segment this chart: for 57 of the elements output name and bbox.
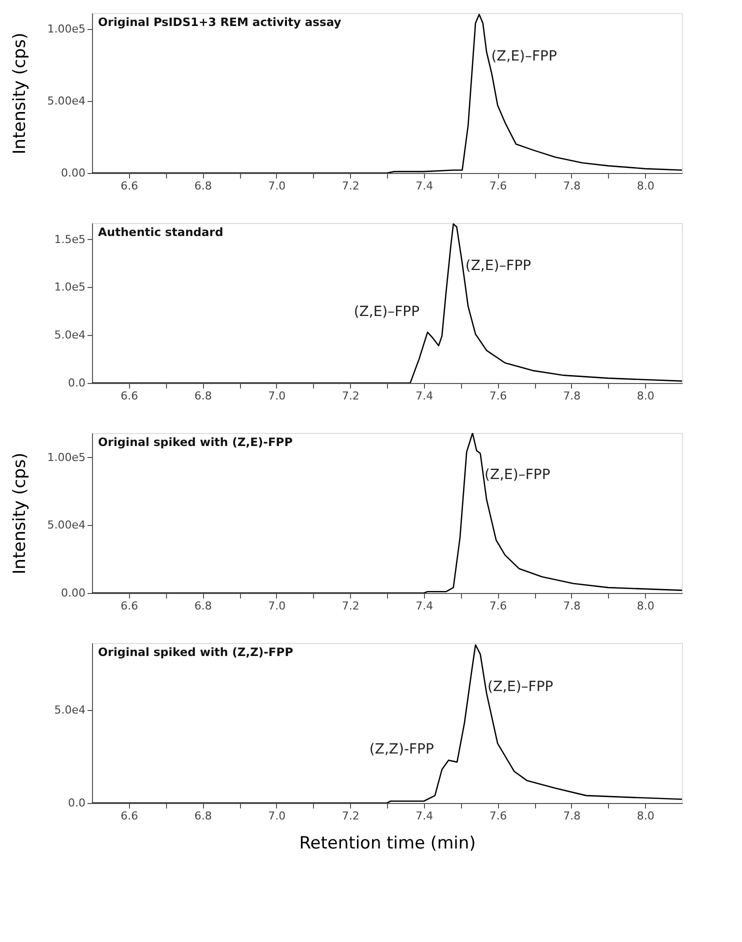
x-tick-label: 7.4: [416, 390, 434, 402]
x-tick-label: 6.8: [194, 390, 212, 402]
x-tick-label: 6.6: [120, 810, 138, 822]
y-tick-label: 1.00e5: [47, 22, 86, 36]
x-tick-label: 7.2: [342, 600, 360, 612]
x-tick-label: 6.8: [194, 600, 212, 612]
x-tick-label: 7.8: [563, 180, 581, 192]
x-tick-label: 8.0: [636, 810, 654, 822]
annotation: (Z,E)–FPP: [484, 467, 550, 483]
x-tick-label: 7.0: [268, 390, 286, 402]
chart-title: Original spiked with (Z,Z)-FPP: [98, 645, 294, 659]
y-tick-label: 0.00: [61, 586, 86, 600]
x-tick-label: 6.6: [120, 390, 138, 402]
y-tick-label: 1.5e5: [54, 232, 86, 246]
x-tick-label: 7.8: [563, 600, 581, 612]
y-tick-label: 0.00: [61, 166, 86, 180]
y-axis-title: Intensity (cps): [10, 32, 30, 154]
x-tick-label: 7.2: [342, 180, 360, 192]
y-tick-label: 1.0e5: [54, 280, 86, 294]
x-tick-label: 8.0: [636, 180, 654, 192]
x-tick-label: 6.8: [194, 810, 212, 822]
x-tick-label: 7.4: [416, 810, 434, 822]
x-tick-label: 7.8: [563, 390, 581, 402]
x-tick-label: 7.4: [416, 600, 434, 612]
y-axis-title: Intensity (cps): [10, 452, 30, 574]
annotation: (Z,E)–FPP: [354, 304, 420, 320]
x-tick-label: 7.6: [489, 600, 507, 612]
annotation: (Z,E)–FPP: [488, 678, 554, 695]
x-tick-label: 7.6: [489, 390, 507, 402]
y-tick-label: 0.0: [68, 796, 86, 810]
y-tick-label: 5.0e4: [54, 703, 86, 716]
x-tick-label: 7.0: [268, 810, 286, 822]
x-tick-label: 7.0: [268, 600, 286, 612]
x-tick-label: 7.4: [416, 180, 434, 192]
chart-title: Original PsIDS1+3 REM activity assay: [98, 15, 342, 29]
y-tick-label: 0.0: [68, 376, 86, 390]
y-tick-label: 1.00e5: [47, 450, 86, 464]
x-tick-label: 8.0: [636, 390, 654, 402]
chart-title: Authentic standard: [98, 225, 224, 239]
annotation: (Z,Z)-FPP: [369, 742, 434, 758]
x-tick-label: 7.6: [489, 180, 507, 192]
x-tick-label: 7.0: [268, 180, 286, 192]
x-tick-label: 6.6: [120, 600, 138, 612]
annotation: (Z,E)–FPP: [465, 258, 532, 274]
x-tick-label: 8.0: [636, 600, 654, 612]
x-tick-label: 7.8: [563, 810, 581, 822]
annotation: (Z,E)–FPP: [491, 48, 557, 64]
y-tick-label: 5.00e4: [47, 94, 86, 108]
x-tick-label: 7.6: [489, 810, 507, 822]
chart-title: Original spiked with (Z,E)-FPP: [98, 435, 293, 449]
x-tick-label: 6.6: [120, 180, 138, 192]
x-tick-label: 6.8: [194, 180, 212, 192]
y-tick-label: 5.0e4: [54, 328, 86, 342]
y-tick-label: 5.00e4: [47, 518, 86, 532]
x-tick-label: 7.2: [342, 810, 360, 822]
x-axis-title: Retention time (min): [299, 834, 476, 854]
x-tick-label: 7.2: [342, 390, 360, 402]
